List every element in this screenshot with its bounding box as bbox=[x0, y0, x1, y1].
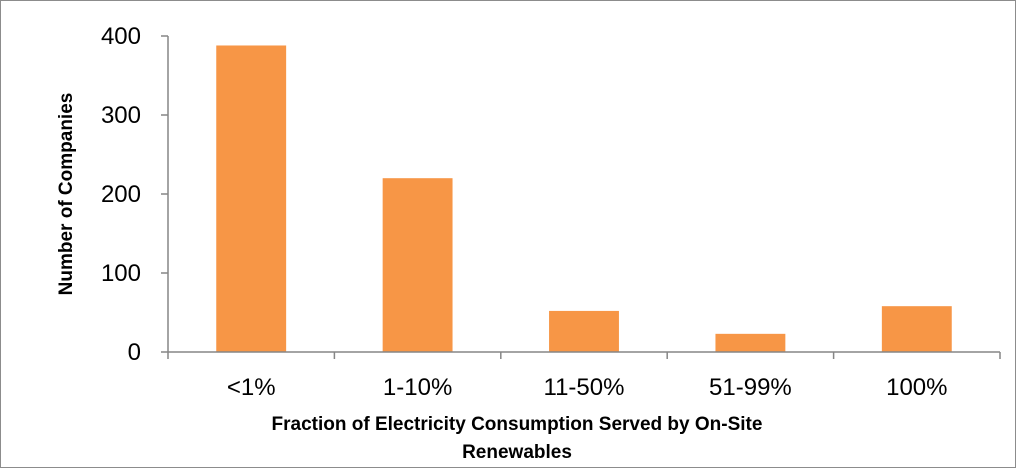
x-axis-title-line-2: Renewables bbox=[462, 442, 572, 463]
x-axis-ticks: <1% 1-10% 11-50% 51-99% 100% bbox=[167, 352, 1001, 401]
y-tick-label: 400 bbox=[101, 23, 141, 50]
x-tick-label: 11-50% bbox=[544, 374, 625, 401]
bar bbox=[216, 45, 287, 352]
y-axis-title: Number of Companies bbox=[56, 93, 77, 296]
bar bbox=[881, 306, 952, 352]
x-tick-label: 100% bbox=[886, 374, 947, 401]
bars bbox=[216, 45, 952, 352]
y-axis-ticks: 0 100 200 300 400 bbox=[101, 23, 168, 366]
y-tick-label: 100 bbox=[101, 260, 141, 287]
y-tick-label: 200 bbox=[101, 181, 141, 208]
bar bbox=[549, 310, 619, 352]
y-tick-label: 300 bbox=[101, 102, 141, 129]
bar bbox=[382, 178, 453, 352]
x-axis-title-line-1: Fraction of Electricity Consumption Serv… bbox=[272, 414, 763, 435]
x-tick-label: 51-99% bbox=[709, 374, 792, 401]
x-tick-label: 1-10% bbox=[383, 374, 452, 401]
y-tick-label: 0 bbox=[128, 339, 141, 366]
bar bbox=[715, 333, 786, 352]
x-tick-label: <1% bbox=[227, 374, 276, 401]
